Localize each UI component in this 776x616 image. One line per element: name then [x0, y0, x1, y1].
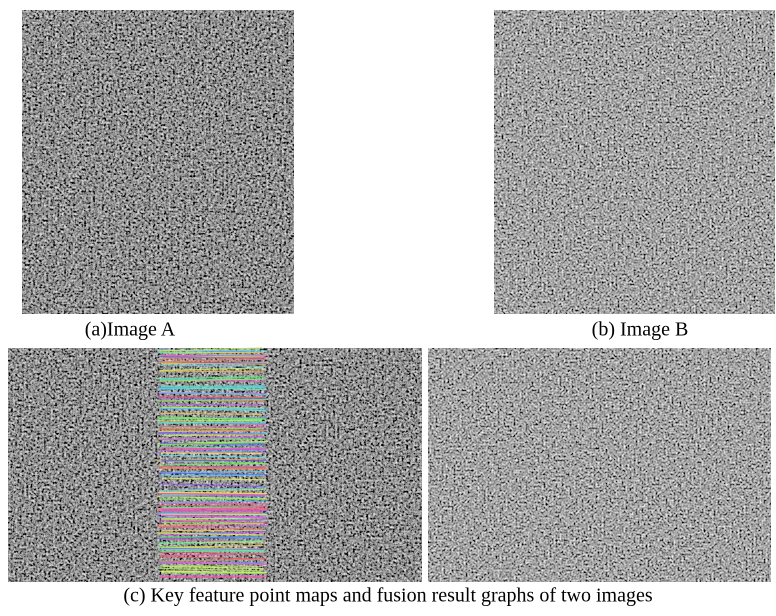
match-line — [161, 499, 263, 500]
image-b — [494, 10, 775, 314]
fusion-image — [428, 348, 771, 582]
match-line — [161, 468, 266, 469]
page: (a)Image A (b) Image B (c) Key feature p… — [0, 0, 776, 611]
caption-b: (b) Image B — [592, 319, 689, 341]
figure: (a)Image A (b) Image B (c) Key feature p… — [0, 0, 776, 611]
match-line — [160, 409, 267, 410]
caption-a: (a)Image A — [85, 319, 176, 341]
caption-c: (c) Key feature point maps and fusion re… — [123, 585, 653, 607]
match-line — [158, 420, 262, 421]
match-line — [161, 475, 265, 476]
match-line — [161, 510, 268, 511]
image-a — [22, 10, 294, 314]
match-line — [159, 371, 264, 372]
match-line — [158, 505, 268, 506]
